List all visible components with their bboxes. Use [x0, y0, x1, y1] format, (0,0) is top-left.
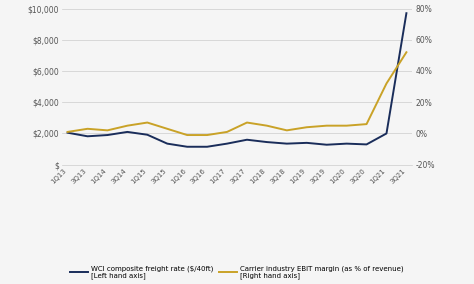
Legend: WCI composite freight rate ($/40ft)
[Left hand axis], Carrier industry EBIT marg: WCI composite freight rate ($/40ft) [Lef…	[70, 265, 404, 279]
